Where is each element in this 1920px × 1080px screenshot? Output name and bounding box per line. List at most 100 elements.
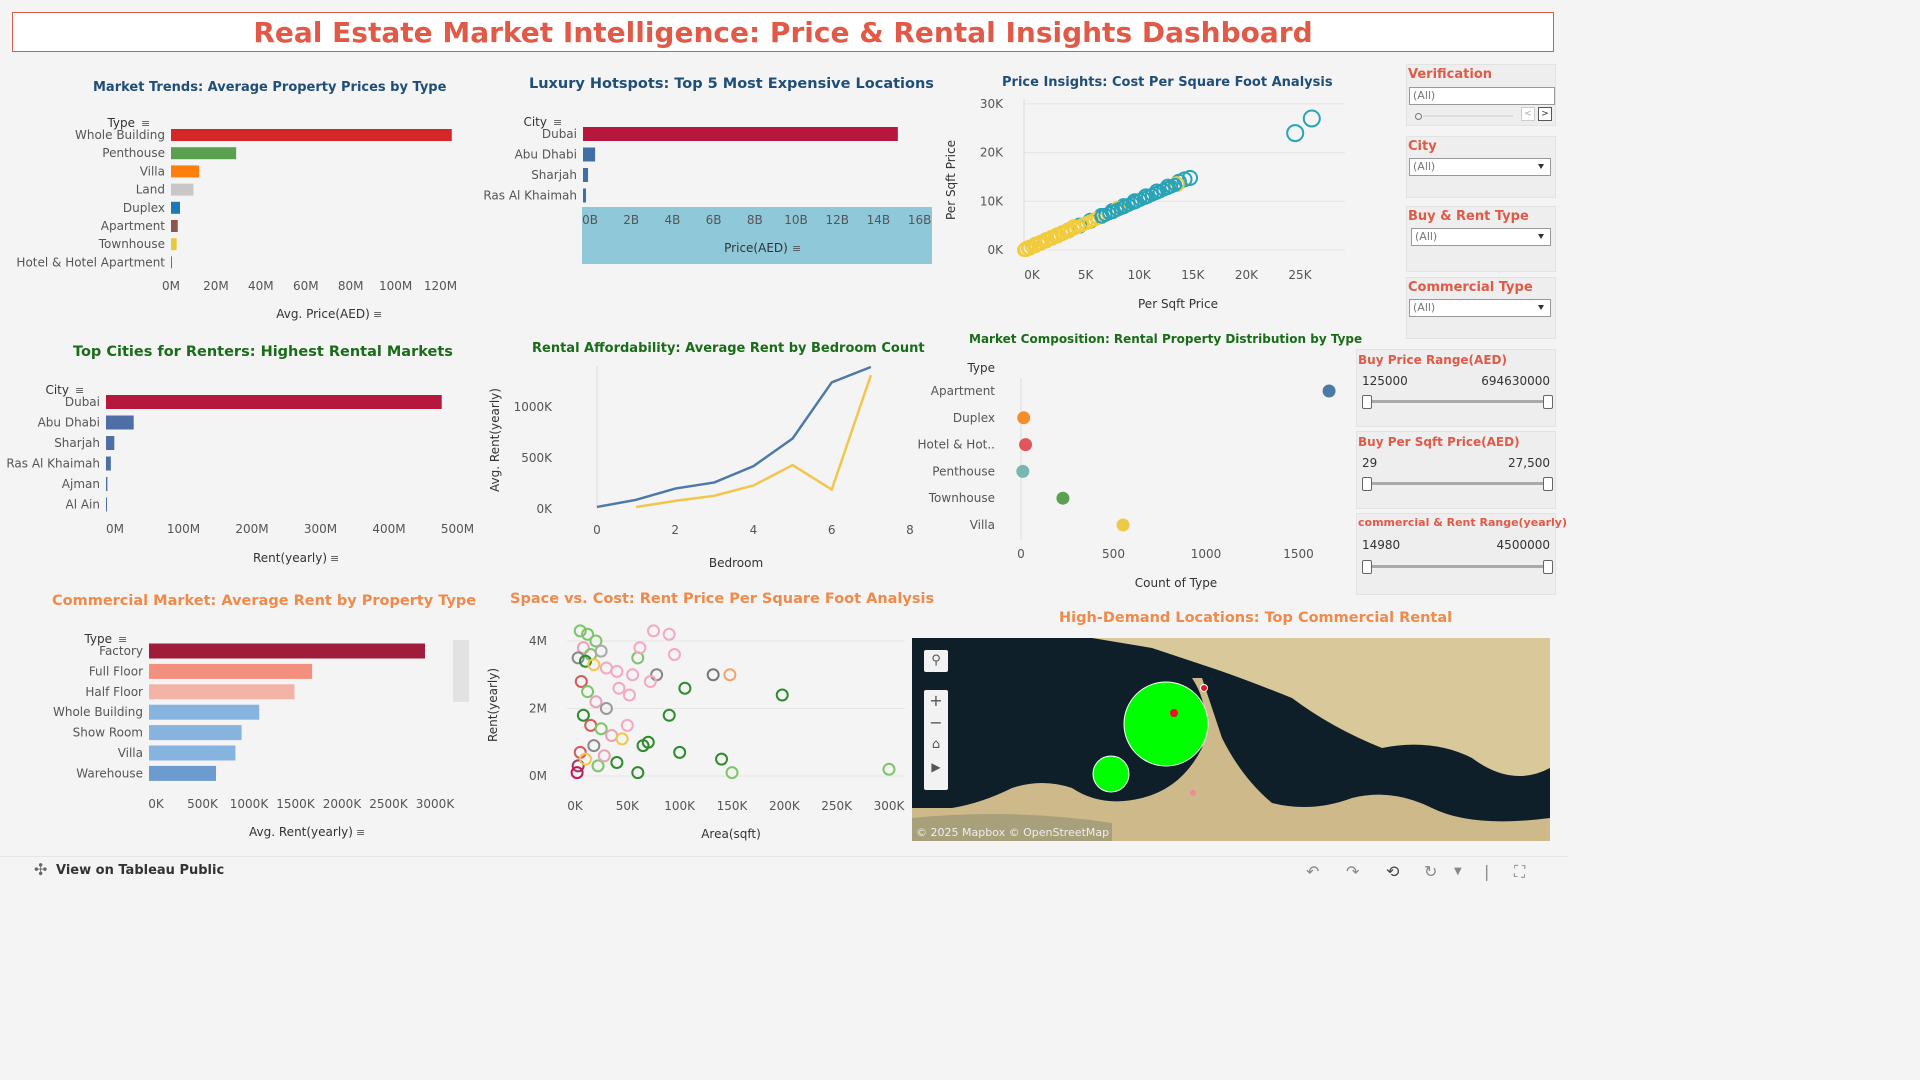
scatter-point bbox=[1286, 124, 1305, 143]
bar bbox=[106, 456, 111, 471]
category-label: Hotel & Hot.. bbox=[918, 438, 995, 452]
filter-comm-rent-max-handle[interactable] bbox=[1543, 560, 1553, 574]
x-axis-title: Rent(yearly) bbox=[253, 551, 327, 565]
scatter-point bbox=[587, 739, 601, 753]
map-bubble-medium[interactable] bbox=[1092, 755, 1130, 793]
bar-label: Half Floor bbox=[85, 685, 143, 699]
filter-comm-rent-min-handle[interactable] bbox=[1362, 560, 1372, 574]
zoom-in-button[interactable]: + bbox=[929, 691, 943, 710]
scatter-point bbox=[576, 641, 590, 655]
prev-button[interactable]: < bbox=[1521, 107, 1535, 121]
scatter-point bbox=[631, 651, 645, 665]
filter-buy-price-min-handle[interactable] bbox=[1362, 395, 1372, 409]
bar bbox=[583, 147, 596, 162]
dot-mark bbox=[1016, 464, 1030, 478]
filter-buy-price-max-handle[interactable] bbox=[1543, 395, 1553, 409]
redo-icon[interactable]: ↷ bbox=[1346, 862, 1360, 881]
x-tick-label: 300M bbox=[304, 522, 337, 536]
y-tick-label: 10K bbox=[980, 194, 1004, 208]
map-search-button[interactable]: ⚲ bbox=[924, 650, 948, 672]
x-tick-label: 20K bbox=[1235, 268, 1259, 282]
dot-mark bbox=[1056, 491, 1070, 505]
home-button[interactable]: ⌂ bbox=[924, 734, 948, 756]
scatter-point bbox=[578, 752, 592, 766]
view-on-tableau-link[interactable]: View on Tableau Public bbox=[56, 863, 225, 878]
c7-scrollbar[interactable] bbox=[453, 640, 469, 702]
y-tick-label: 1000K bbox=[514, 400, 554, 414]
x-tick-label: 500K bbox=[187, 797, 219, 811]
bar-label: Sharjah bbox=[531, 168, 577, 182]
filter-buy-price-max: 694630000 bbox=[1481, 374, 1550, 388]
filter-buy-sqft-max-handle[interactable] bbox=[1543, 477, 1553, 491]
dropdown-arrow-icon bbox=[1538, 234, 1544, 239]
filter-verification-slider-track[interactable] bbox=[1423, 115, 1513, 117]
fullscreen-icon[interactable]: ⛶ bbox=[1514, 862, 1526, 881]
scatter-point bbox=[599, 702, 613, 715]
filter-buy-sqft-min-handle[interactable] bbox=[1362, 477, 1372, 491]
bar-label: Apartment bbox=[101, 219, 165, 233]
filter-commercial-value: (All) bbox=[1413, 301, 1436, 314]
bar bbox=[149, 643, 426, 659]
filter-buy-sqft-min: 29 bbox=[1362, 456, 1378, 470]
dot-mark bbox=[1116, 518, 1130, 532]
filter-buy-price-track[interactable] bbox=[1367, 400, 1547, 403]
y-tick-label: 0M bbox=[529, 769, 547, 783]
filter-comm-rent-track[interactable] bbox=[1367, 565, 1547, 568]
bar-label: Show Room bbox=[73, 726, 143, 740]
tableau-logo-icon: ✣ bbox=[34, 860, 48, 879]
revert-icon[interactable]: ⟲ bbox=[1386, 862, 1400, 881]
filter-buy-sqft-range: Buy Per Sqft Price(AED) 29 27,500 bbox=[1356, 431, 1556, 509]
map-bubble-large[interactable] bbox=[1123, 681, 1209, 767]
bar-label: Hotel & Hotel Apartment bbox=[16, 255, 165, 269]
bar bbox=[583, 127, 898, 141]
next-button[interactable]: > bbox=[1538, 107, 1552, 121]
filter-comm-rent-min: 14980 bbox=[1362, 538, 1401, 552]
scatter-point bbox=[641, 735, 655, 749]
x-tick-label: 0K bbox=[148, 797, 165, 811]
map-terrain bbox=[912, 638, 1550, 841]
scatter-point bbox=[662, 627, 676, 641]
filter-buy-price-label: Buy Price Range(AED) bbox=[1358, 353, 1507, 367]
scatter-point bbox=[578, 654, 592, 668]
map-marker-1[interactable] bbox=[1170, 709, 1178, 717]
x-tick-label: 100M bbox=[379, 279, 412, 293]
filter-buy-rent-select[interactable]: (All) bbox=[1411, 228, 1551, 246]
map-marker-3[interactable] bbox=[1190, 790, 1196, 796]
chevron-left-icon: < bbox=[1524, 109, 1532, 119]
bar bbox=[171, 220, 178, 232]
refresh-icon[interactable]: ↻ bbox=[1424, 862, 1438, 881]
chart-title-rent-by-bedroom: Rental Affordability: Average Rent by Be… bbox=[532, 341, 925, 356]
y-tick-label: 4M bbox=[529, 634, 547, 648]
filter-verification-slider-thumb[interactable] bbox=[1415, 113, 1422, 120]
pan-button[interactable]: ▶ bbox=[924, 756, 948, 778]
category-label: Penthouse bbox=[932, 464, 995, 478]
chart-title-commercial-map: High-Demand Locations: Top Commercial Re… bbox=[1059, 610, 1453, 626]
map-marker-2[interactable] bbox=[1200, 684, 1208, 692]
filter-buy-sqft-track[interactable] bbox=[1367, 482, 1547, 485]
y-tick-label: 0K bbox=[987, 243, 1004, 257]
bar bbox=[171, 165, 200, 178]
filter-commercial-select[interactable]: (All) bbox=[1409, 299, 1551, 317]
filter-city-select[interactable]: (All) bbox=[1409, 158, 1551, 176]
scatter-point bbox=[615, 732, 629, 746]
category-label: Apartment bbox=[931, 384, 995, 398]
sort-icon: ≡ bbox=[356, 826, 365, 839]
x-tick-label: 0M bbox=[106, 522, 124, 536]
scatter-point bbox=[605, 729, 619, 742]
y-tick-label: 20K bbox=[980, 146, 1004, 160]
scatter-point bbox=[715, 752, 729, 766]
scatter-point bbox=[723, 668, 737, 682]
dashboard-title: Real Estate Market Intelligence: Price &… bbox=[253, 15, 1313, 49]
x-axis-title: Count of Type bbox=[1135, 576, 1217, 590]
scatter-point bbox=[775, 688, 789, 702]
chevron-down-icon[interactable]: ▼ bbox=[1454, 866, 1462, 877]
zoom-out-button[interactable]: − bbox=[929, 713, 943, 732]
undo-icon[interactable]: ↶ bbox=[1306, 862, 1320, 881]
bar bbox=[106, 415, 134, 430]
x-tick-label: 4B bbox=[664, 213, 680, 227]
filter-verification-input[interactable]: (All) bbox=[1409, 87, 1555, 105]
commercial-rent-map[interactable]: ⚲ + − ⌂ ▶ © 2025 Mapbox © OpenStreetMap bbox=[912, 638, 1550, 841]
chevron-right-icon: > bbox=[1541, 109, 1549, 119]
x-axis-title: Per Sqft Price bbox=[1138, 297, 1218, 311]
scatter-point bbox=[662, 708, 676, 722]
